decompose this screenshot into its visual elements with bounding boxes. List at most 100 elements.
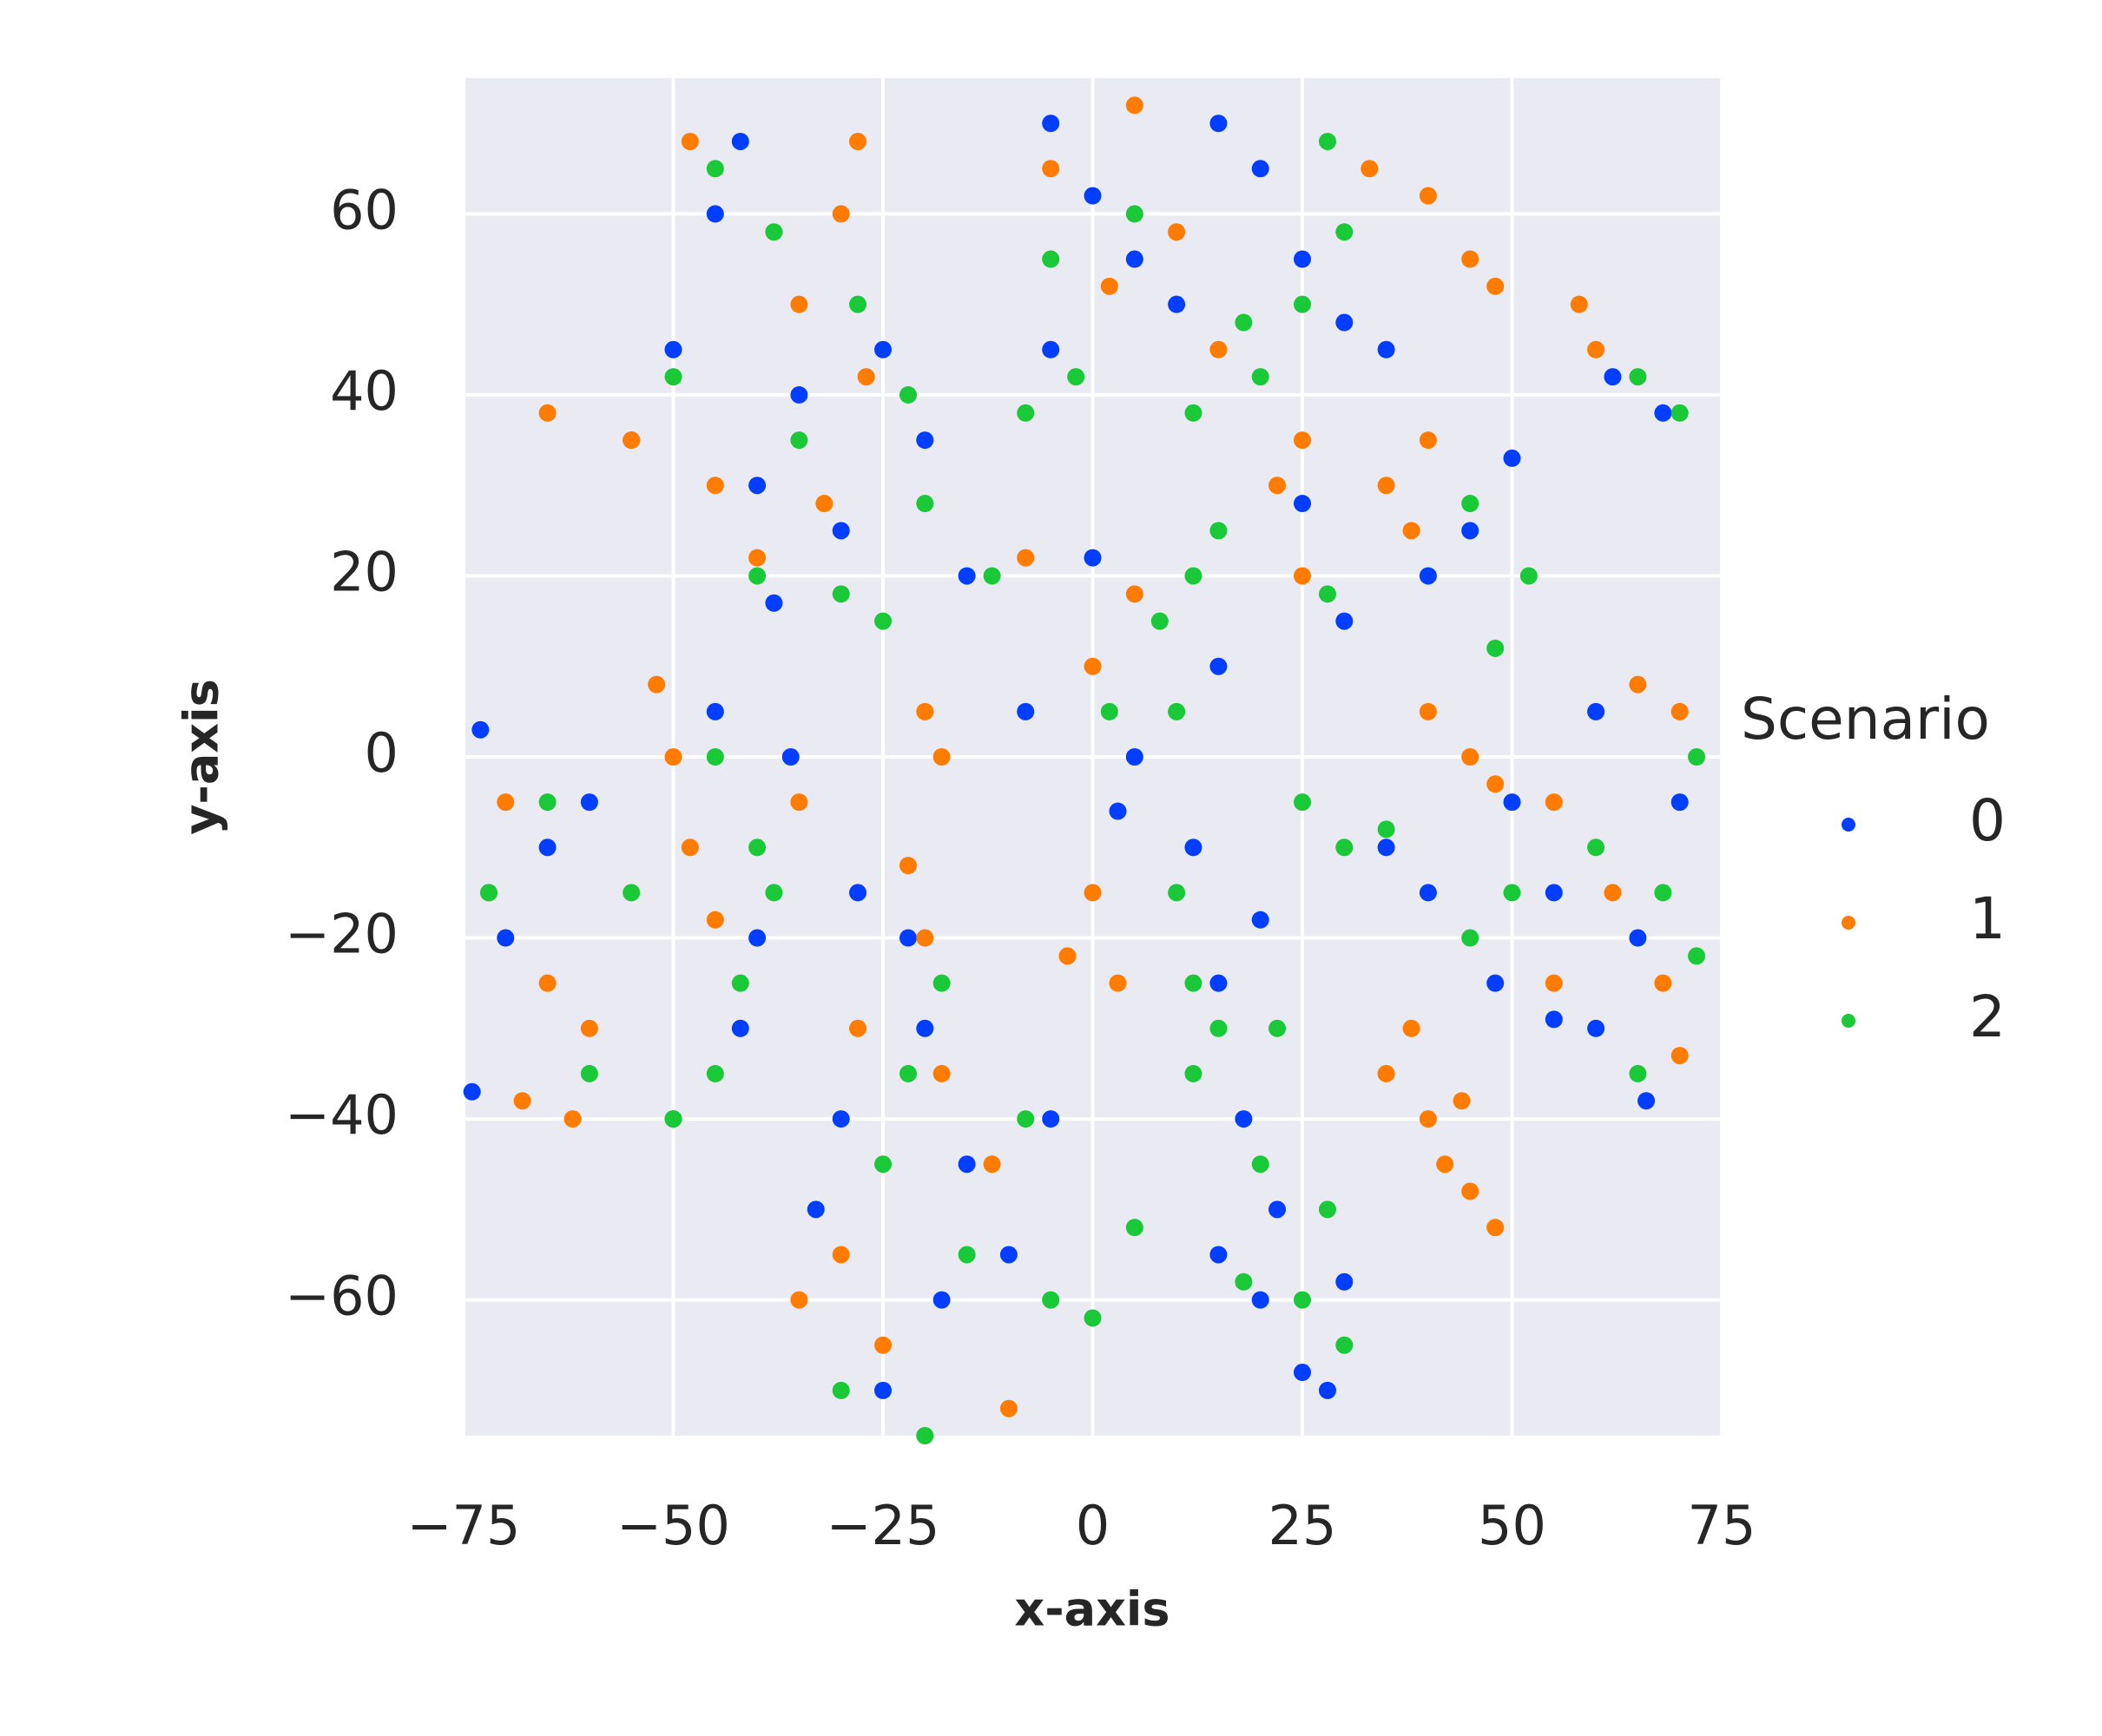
- point: [1688, 947, 1706, 965]
- point: [706, 702, 724, 720]
- point: [1587, 1019, 1605, 1037]
- point: [1084, 1309, 1102, 1327]
- point: [513, 1092, 531, 1110]
- legend: 0 1 2: [1842, 787, 2006, 1050]
- point: [479, 884, 497, 902]
- point: [1335, 1336, 1354, 1354]
- point: [563, 1110, 582, 1128]
- point: [1125, 96, 1143, 115]
- point: [1251, 1291, 1269, 1309]
- point: [1587, 702, 1605, 720]
- point: [1545, 1010, 1563, 1029]
- point: [706, 477, 724, 495]
- point: [790, 1291, 808, 1309]
- point: [1209, 1246, 1228, 1264]
- point: [1318, 585, 1336, 603]
- point: [1402, 522, 1420, 540]
- point: [1377, 838, 1395, 857]
- point: [1461, 1182, 1479, 1200]
- point: [1109, 974, 1127, 992]
- point: [1486, 1219, 1505, 1237]
- point: [916, 929, 934, 947]
- point: [748, 929, 767, 947]
- point: [790, 295, 808, 313]
- point: [958, 567, 976, 585]
- point: [781, 748, 800, 766]
- point: [1545, 974, 1563, 992]
- point: [1688, 748, 1706, 766]
- y-tick-label: −20: [285, 903, 399, 966]
- legend-marker: [1842, 1014, 1855, 1028]
- point: [1209, 522, 1228, 540]
- point: [832, 522, 850, 540]
- point: [1209, 1019, 1228, 1037]
- point: [1587, 838, 1605, 857]
- point: [1377, 1064, 1395, 1082]
- x-axis-label: x-axis: [1014, 1582, 1170, 1637]
- point: [1294, 250, 1311, 268]
- point: [849, 1019, 867, 1037]
- point: [748, 549, 767, 567]
- point: [1335, 313, 1354, 332]
- point: [999, 1399, 1018, 1417]
- point: [790, 793, 808, 812]
- y-tick-label: 0: [365, 721, 399, 785]
- point: [580, 793, 598, 812]
- point: [1168, 884, 1186, 902]
- point: [1419, 884, 1437, 902]
- point: [1436, 1155, 1454, 1174]
- point: [1235, 1110, 1253, 1128]
- point: [1419, 567, 1437, 585]
- legend-label: 0: [1969, 787, 2006, 854]
- point: [807, 1200, 825, 1219]
- point: [706, 911, 724, 929]
- point: [916, 1019, 934, 1037]
- y-axis-label: y-axis: [175, 679, 229, 835]
- point: [983, 567, 1001, 585]
- y-tick-label: 60: [330, 178, 399, 241]
- point: [916, 702, 934, 720]
- point: [1184, 974, 1203, 992]
- point: [1042, 250, 1060, 268]
- point: [1335, 612, 1354, 630]
- x-tick-label: −50: [616, 1494, 730, 1557]
- point: [899, 385, 917, 404]
- point: [648, 675, 666, 694]
- point: [748, 567, 767, 585]
- x-tick-label: −25: [827, 1494, 940, 1557]
- point: [1017, 1110, 1035, 1128]
- point: [1150, 612, 1169, 630]
- point: [874, 612, 892, 630]
- point: [1629, 368, 1647, 386]
- point: [1184, 838, 1203, 857]
- point: [1017, 702, 1035, 720]
- point: [1017, 404, 1035, 422]
- point: [1058, 947, 1077, 965]
- point: [1486, 277, 1505, 295]
- point: [1402, 1019, 1420, 1037]
- point: [1042, 1110, 1060, 1128]
- point: [1461, 522, 1479, 540]
- point: [731, 132, 749, 150]
- point: [1670, 1047, 1689, 1065]
- point: [1251, 911, 1269, 929]
- point: [1294, 1291, 1311, 1309]
- y-tick-label: −60: [285, 1265, 399, 1328]
- point: [958, 1246, 976, 1264]
- point: [1251, 368, 1269, 386]
- point: [832, 585, 850, 603]
- point: [1109, 802, 1127, 820]
- point: [1629, 929, 1647, 947]
- x-tick-label: −75: [407, 1494, 521, 1557]
- point: [1604, 368, 1622, 386]
- point: [765, 223, 783, 241]
- legend-title: Scenario: [1741, 686, 1990, 753]
- point: [1235, 1272, 1253, 1291]
- point: [1184, 567, 1203, 585]
- point: [1294, 295, 1311, 313]
- point: [1519, 567, 1538, 585]
- point: [1604, 884, 1622, 902]
- point: [1067, 368, 1085, 386]
- point: [1503, 884, 1521, 902]
